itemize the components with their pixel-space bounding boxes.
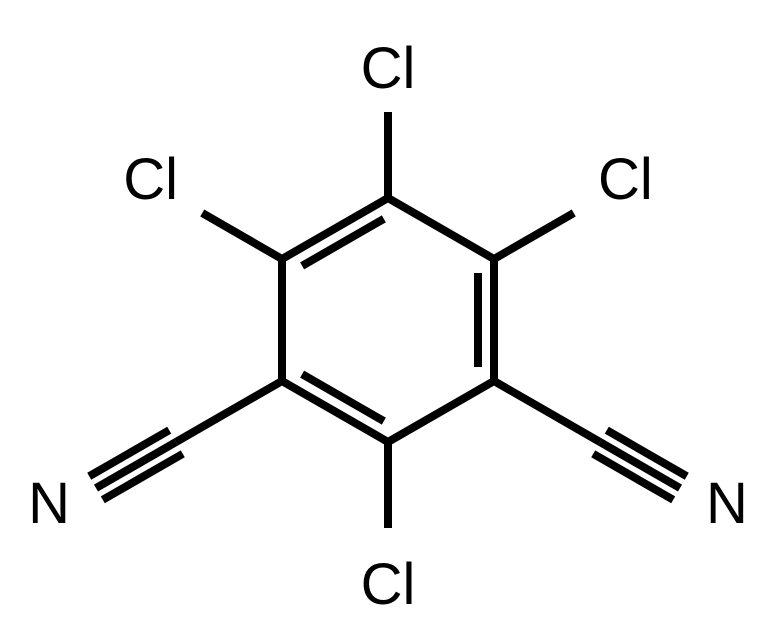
bond-C2-Cl2 — [494, 213, 574, 259]
bond-C5-C8 — [176, 381, 282, 442]
bond-C1-C2 — [388, 198, 494, 259]
atom-label-Cl6: Cl — [123, 147, 178, 212]
atom-label-N7: N — [706, 471, 748, 536]
atom-label-Cl2: Cl — [598, 147, 653, 212]
atom-label-N8: N — [28, 471, 70, 536]
atom-label-Cl4: Cl — [361, 552, 416, 617]
bond-C6-Cl6 — [202, 213, 282, 259]
atom-label-Cl1: Cl — [361, 36, 416, 101]
bond-C3-C4 — [388, 381, 494, 442]
molecule-diagram: Cl Cl Cl Cl N N — [0, 0, 775, 642]
bond-C3-C7 — [494, 381, 600, 442]
